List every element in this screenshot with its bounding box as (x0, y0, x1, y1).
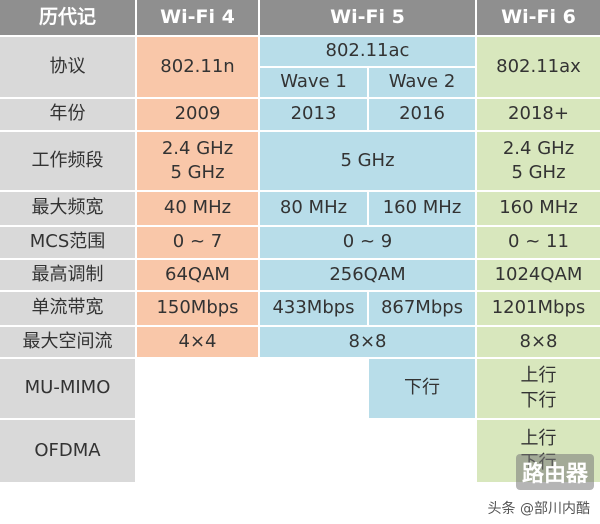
cell-text: 0 ~ 11 (508, 231, 569, 253)
cell-text: 40 MHz (163, 197, 232, 219)
row-label: MU-MIMO (0, 359, 135, 418)
data-cell: 160 MHz (477, 192, 600, 225)
data-cell: 64QAM (137, 260, 258, 290)
data-cell: 2009 (137, 99, 258, 130)
cell-text: 工作频段 (31, 149, 104, 171)
cell-text: 年份 (49, 103, 86, 125)
data-cell: 8×8 (260, 327, 475, 357)
cell-text: 64QAM (165, 263, 230, 285)
data-cell: 867Mbps (369, 292, 475, 325)
cell-text: 最大频宽 (31, 197, 104, 219)
cell-text: 8×8 (348, 330, 387, 352)
data-cell: 5 GHz (260, 132, 475, 190)
data-cell: 2.4 GHz 5 GHz (477, 132, 600, 190)
header-cell: Wi-Fi 4 (137, 0, 258, 35)
cell-text: 5 GHz (511, 162, 566, 183)
cell-text: 上行 (520, 427, 557, 449)
cell-text: 单流带宽 (31, 297, 104, 319)
cell-text: 协议 (49, 55, 86, 77)
data-cell: 160 MHz (369, 192, 475, 225)
data-cell: 0 ~ 9 (260, 227, 475, 258)
cell-text: 2016 (399, 103, 445, 125)
data-cell: 2013 (260, 99, 367, 130)
row-label: 年份 (0, 99, 135, 130)
cell-text: 80 MHz (279, 197, 348, 219)
data-cell: 2.4 GHz 5 GHz (137, 132, 258, 190)
cell-text: Wave 1 (280, 71, 347, 93)
cell-text: 2009 (174, 103, 221, 125)
row-label: MCS范围 (0, 227, 135, 258)
cell-text: Wave 2 (388, 71, 456, 93)
cell-text: Wi-Fi 5 (330, 5, 405, 28)
cell-text: 160 MHz (382, 197, 462, 219)
data-cell: 1024QAM (477, 260, 600, 290)
cell-text: Wi-Fi 6 (501, 5, 576, 28)
cell-text: 4×4 (178, 330, 217, 352)
data-cell: 80 MHz (260, 192, 367, 225)
data-cell: 150Mbps (137, 292, 258, 325)
header-cell: 历代记 (0, 0, 135, 35)
cell-text: 433Mbps (272, 297, 355, 319)
cell-text: 1201Mbps (491, 297, 586, 319)
cell-text: 802.11ac (325, 40, 410, 62)
watermark-logo: 路由器 (515, 454, 594, 490)
data-cell: 0 ~ 11 (477, 227, 600, 258)
cell-text: 5 GHz (170, 162, 225, 183)
data-cell: Wave 1 (260, 68, 367, 97)
data-cell: Wave 2 (369, 68, 475, 97)
data-cell: 802.11ac (260, 37, 475, 66)
row-label: 最大空间流 (0, 327, 135, 357)
data-cell: 802.11n (137, 37, 258, 97)
cell-text: OFDMA (34, 439, 101, 461)
data-cell: 上行下行 (477, 359, 600, 418)
cell-text: 256QAM (329, 263, 406, 285)
data-cell: 2018+ (477, 99, 600, 130)
row-label: 最高调制 (0, 260, 135, 290)
row-label: 最大频宽 (0, 192, 135, 225)
cell-text: 0 ~ 9 (342, 231, 393, 253)
cell-text: 2.4 GHz (161, 137, 234, 159)
data-cell: 40 MHz (137, 192, 258, 225)
row-label: 单流带宽 (0, 292, 135, 325)
cell-text: Wi-Fi 4 (160, 5, 235, 28)
cell-text: 0 ~ 7 (172, 231, 223, 253)
row-label: 工作频段 (0, 132, 135, 190)
data-cell: 4×4 (137, 327, 258, 357)
cell-text: 8×8 (519, 330, 558, 352)
cell-text: MU-MIMO (24, 377, 111, 399)
data-cell: 下行 (369, 359, 475, 418)
cell-text: 2.4 GHz (502, 137, 575, 159)
cell-text: 历代记 (38, 5, 96, 28)
cell-text: 867Mbps (380, 297, 464, 319)
data-cell: 433Mbps (260, 292, 367, 325)
data-cell: 2016 (369, 99, 475, 130)
data-cell: 1201Mbps (477, 292, 600, 325)
cell-text: 下行 (404, 377, 440, 399)
data-cell: 8×8 (477, 327, 600, 357)
cell-text: 2013 (290, 103, 337, 125)
cell-text: 下行 (520, 389, 557, 411)
row-label: 协议 (0, 37, 135, 97)
cell-text: 最大空间流 (22, 330, 113, 352)
cell-text: 上行 (520, 365, 557, 387)
cell-text: 最高调制 (31, 263, 104, 285)
header-cell: Wi-Fi 6 (477, 0, 600, 35)
cell-text: 2018+ (508, 103, 569, 125)
data-cell: 802.11ax (477, 37, 600, 97)
row-label: OFDMA (0, 420, 135, 482)
cell-text: MCS范围 (29, 231, 106, 253)
cell-text: 802.11n (160, 55, 235, 77)
cell-text: 160 MHz (499, 197, 578, 219)
cell-text: 802.11ax (496, 55, 581, 77)
data-cell: 0 ~ 7 (137, 227, 258, 258)
watermark-credit: 头条 @部川内酷 (487, 501, 590, 517)
cell-text: 150Mbps (156, 297, 239, 319)
data-cell: 256QAM (260, 260, 475, 290)
cell-text: 1024QAM (494, 263, 583, 285)
header-cell: Wi-Fi 5 (260, 0, 475, 35)
cell-text: 5 GHz (340, 149, 395, 171)
